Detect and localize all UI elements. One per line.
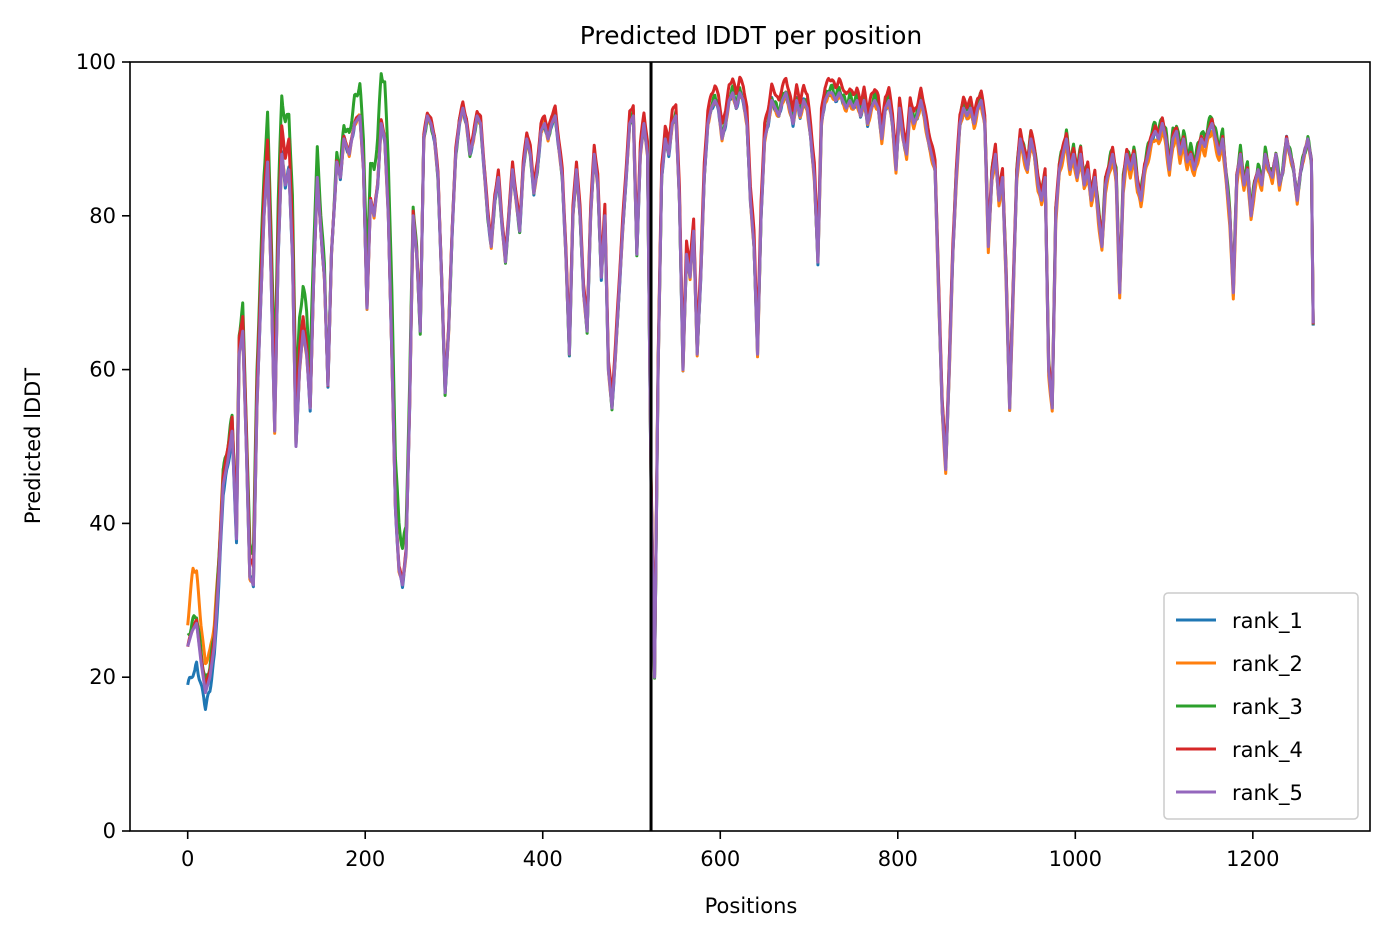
y-tick-label: 0 [103, 819, 116, 843]
x-axis-label: Positions [705, 894, 798, 918]
y-tick-label: 40 [89, 511, 116, 535]
plot-area [129, 61, 1371, 832]
x-tick-label: 400 [523, 847, 563, 871]
y-axis-label: Predicted lDDT [21, 368, 45, 524]
y-tick-label: 80 [89, 204, 116, 228]
x-tick-label: 800 [878, 847, 918, 871]
legend-label-rank_2: rank_2 [1232, 652, 1303, 677]
y-axis: 0 20 40 60 80 100 [76, 50, 130, 843]
x-tick-label: 0 [181, 847, 194, 871]
legend: rank_1 rank_2 rank_3 rank_4 rank_5 [1163, 592, 1359, 820]
y-tick-label: 60 [89, 358, 116, 382]
x-axis: 0 200 400 600 800 1000 1200 [181, 831, 1280, 871]
x-tick-label: 1000 [1049, 847, 1102, 871]
y-tick-label: 20 [89, 665, 116, 689]
x-tick-label: 600 [700, 847, 740, 871]
legend-label-rank_3: rank_3 [1232, 695, 1303, 720]
legend-label-rank_4: rank_4 [1232, 738, 1303, 763]
legend-box [1163, 592, 1359, 820]
legend-label-rank_1: rank_1 [1232, 609, 1303, 634]
x-tick-label: 1200 [1226, 847, 1279, 871]
y-tick-label: 100 [76, 50, 116, 74]
series-line-rank_5 [186, 91, 1315, 695]
plot-frame [129, 61, 1371, 832]
legend-label-rank_5: rank_5 [1232, 781, 1303, 806]
chart-title: Predicted lDDT per position [580, 21, 922, 50]
x-tick-label: 200 [345, 847, 385, 871]
